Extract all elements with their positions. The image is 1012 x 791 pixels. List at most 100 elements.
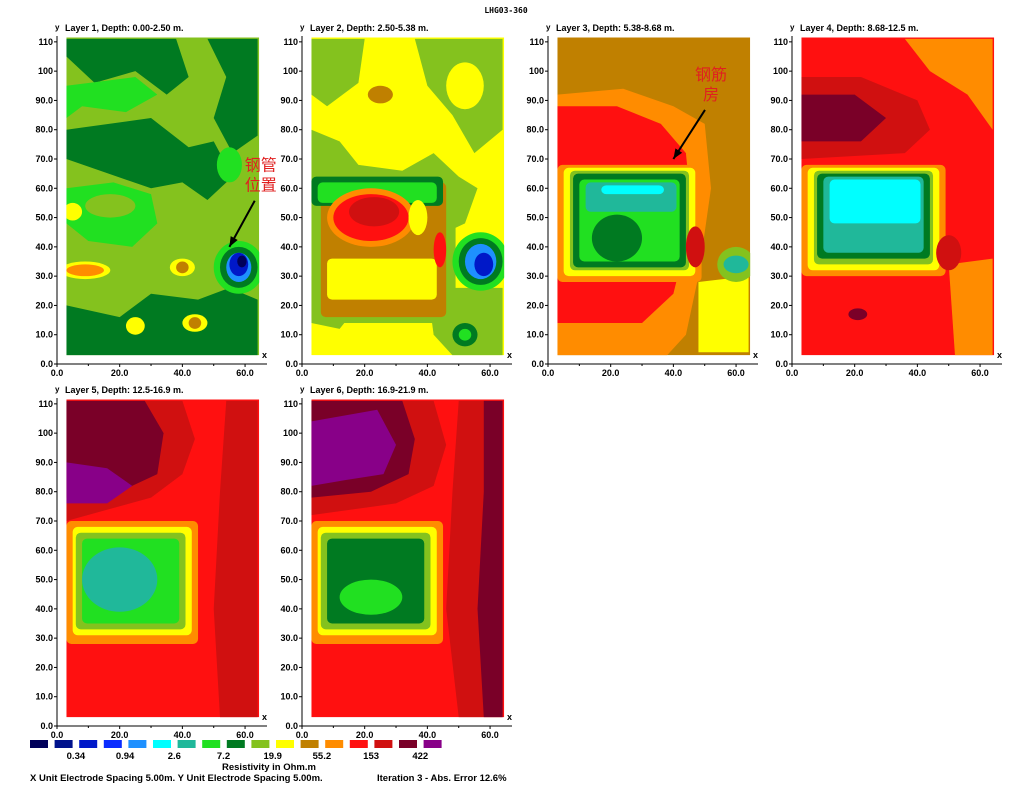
contour-zone [458, 328, 472, 341]
contour-zone [601, 185, 664, 195]
contour-zone [474, 252, 494, 277]
y-tick-label: 90.0 [526, 95, 544, 105]
contour-zone [213, 400, 258, 718]
y-axis-label: y [55, 23, 60, 32]
contour-zone [446, 62, 484, 110]
page-title: LHG03-360 [484, 6, 528, 15]
contour-zone [327, 258, 437, 300]
x-tick-label: 20.0 [111, 730, 129, 740]
y-tick-label: 40.0 [280, 604, 298, 614]
y-tick-label: 30.0 [35, 633, 53, 643]
y-tick-label: 30.0 [280, 633, 298, 643]
y-tick-label: 80.0 [35, 125, 53, 135]
legend-label: 0.94 [116, 751, 135, 762]
legend-swatch [30, 740, 48, 748]
contour-zone [216, 147, 242, 183]
legend-swatch [300, 740, 319, 748]
y-tick-label: 20.0 [526, 300, 544, 310]
y-tick-label: 70.0 [770, 154, 788, 164]
y-tick-label: 10.0 [770, 330, 788, 340]
layer-panel-2: 0.0 10.0 20.0 30.0 40.0 50.0 60.0 70.0 80.0 90.0 1… [280, 23, 512, 378]
y-tick-label: 50.0 [35, 575, 53, 585]
y-tick-label: 70.0 [35, 154, 53, 164]
contour-zone [311, 38, 365, 107]
layer-panel-5: 0.0 10.0 20.0 30.0 40.0 50.0 60.0 70.0 80.0 90.0 1… [35, 385, 267, 740]
iteration-note: Iteration 3 - Abs. Error 12.6% [377, 773, 507, 784]
contour-zone [66, 264, 105, 277]
legend-swatch [251, 740, 270, 748]
contour-zone [685, 226, 705, 268]
layer-panel-1: 0.0 10.0 20.0 30.0 40.0 50.0 60.0 70.0 80.0 90.0 1… [35, 23, 276, 378]
contour-zone [367, 85, 393, 104]
x-tick-label: 20.0 [846, 368, 864, 378]
y-tick-label: 0.0 [775, 359, 788, 369]
legend-swatch [202, 740, 221, 748]
x-tick-label: 40.0 [174, 730, 192, 740]
legend-swatch [226, 740, 245, 748]
y-tick-label: 110 [283, 37, 298, 47]
contour-zone [591, 214, 643, 262]
heatmap-area [311, 399, 505, 718]
y-tick-label: 60.0 [526, 183, 544, 193]
y-tick-label: 0.0 [40, 359, 53, 369]
annotation-label: 房 [703, 85, 719, 104]
y-tick-label: 50.0 [280, 213, 298, 223]
heatmap-area [311, 37, 505, 356]
x-tick-label: 60.0 [481, 730, 499, 740]
y-tick-label: 90.0 [35, 457, 53, 467]
legend-swatch [276, 740, 294, 748]
x-tick-label: 0.0 [296, 730, 309, 740]
legend-label: 2.6 [168, 751, 181, 762]
legend-swatch [79, 740, 98, 748]
panel-title: Layer 6, Depth: 16.9-21.9 m. [310, 385, 429, 395]
contour-zone [66, 462, 133, 504]
y-tick-label: 30.0 [280, 271, 298, 281]
legend-swatch [54, 740, 73, 748]
y-tick-label: 70.0 [35, 516, 53, 526]
y-tick-label: 100 [38, 428, 53, 438]
x-axis-label: x [262, 712, 267, 722]
contour-zone [66, 77, 158, 118]
y-tick-label: 0.0 [40, 721, 53, 731]
y-tick-label: 90.0 [280, 457, 298, 467]
y-tick-label: 60.0 [280, 545, 298, 555]
y-tick-label: 10.0 [280, 330, 298, 340]
y-tick-label: 20.0 [35, 300, 53, 310]
y-tick-label: 20.0 [35, 662, 53, 672]
x-axis-label: x [262, 350, 267, 360]
y-tick-label: 0.0 [285, 721, 298, 731]
y-tick-label: 80.0 [35, 487, 53, 497]
x-tick-label: 0.0 [542, 368, 555, 378]
y-tick-label: 110 [283, 399, 298, 409]
y-tick-label: 0.0 [531, 359, 544, 369]
annotation-label: 钢管 [245, 156, 277, 175]
contour-zone [349, 197, 400, 227]
y-tick-label: 100 [283, 66, 298, 76]
y-tick-label: 20.0 [280, 300, 298, 310]
y-tick-label: 100 [529, 66, 544, 76]
x-tick-label: 0.0 [786, 368, 799, 378]
y-tick-label: 30.0 [35, 271, 53, 281]
y-tick-label: 70.0 [280, 154, 298, 164]
contour-zone [408, 200, 428, 236]
y-tick-label: 110 [529, 37, 544, 47]
y-tick-label: 90.0 [35, 95, 53, 105]
y-tick-label: 60.0 [35, 545, 53, 555]
x-tick-label: 40.0 [419, 730, 437, 740]
y-tick-label: 10.0 [35, 330, 53, 340]
y-tick-label: 50.0 [35, 213, 53, 223]
y-tick-label: 40.0 [35, 242, 53, 252]
y-tick-label: 10.0 [35, 692, 53, 702]
contour-zone [948, 258, 993, 356]
contour-zone [339, 579, 403, 615]
x-axis-label: x [507, 712, 512, 722]
y-axis-label: y [300, 385, 305, 394]
contour-zone [188, 317, 202, 329]
legend-label: 55.2 [313, 751, 332, 762]
legend-label: 422 [412, 751, 428, 762]
y-tick-label: 40.0 [280, 242, 298, 252]
heatmap-area [557, 37, 751, 356]
legend-swatch [374, 740, 393, 748]
contour-zone [207, 38, 258, 154]
contour-zone [85, 194, 136, 218]
